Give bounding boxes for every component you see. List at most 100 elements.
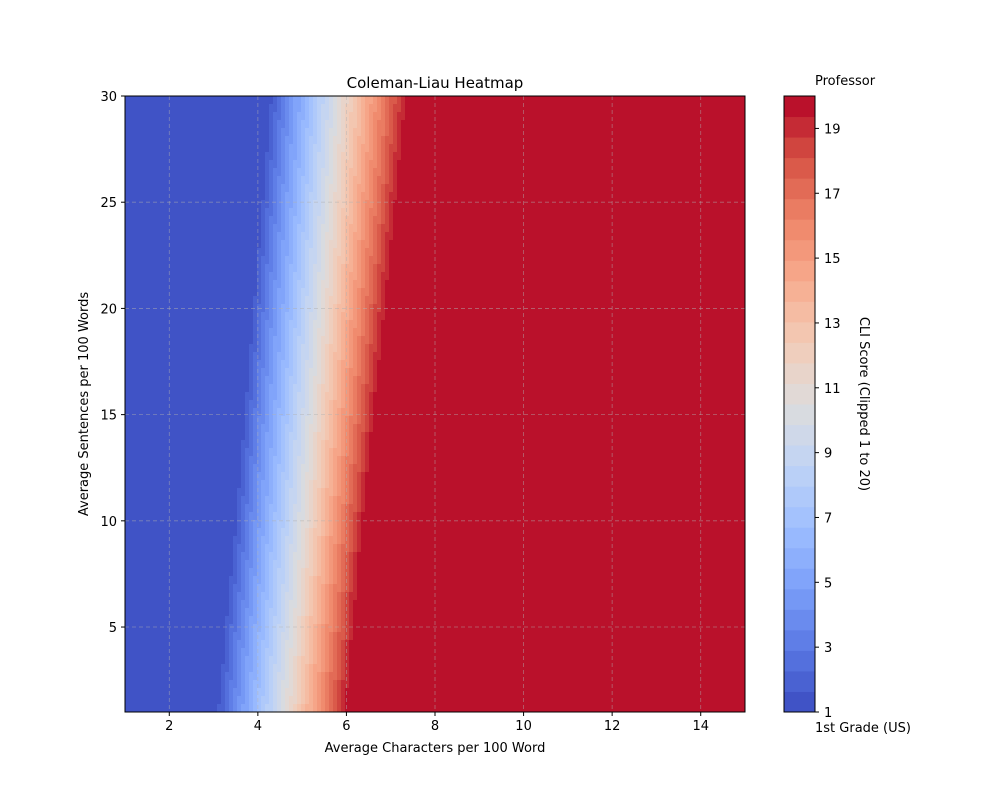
heatmap-cell <box>641 96 646 105</box>
heatmap-cell <box>653 272 658 281</box>
heatmap-cell <box>265 96 270 105</box>
heatmap-cell <box>669 96 674 105</box>
heatmap-cell <box>657 336 662 345</box>
heatmap-cell <box>173 320 178 329</box>
heatmap-cell <box>209 120 214 129</box>
heatmap-cell <box>549 344 554 353</box>
heatmap-cell <box>441 120 446 129</box>
heatmap-cell <box>501 224 506 233</box>
heatmap-cell <box>349 248 354 257</box>
heatmap-cell <box>609 128 614 137</box>
heatmap-cell <box>233 240 238 249</box>
heatmap-cell <box>473 296 478 305</box>
heatmap-cell <box>481 216 486 225</box>
heatmap-cell <box>377 264 382 273</box>
heatmap-cell <box>581 184 586 193</box>
heatmap-cell <box>189 208 194 217</box>
heatmap-cell <box>581 152 586 161</box>
heatmap-cell <box>209 112 214 121</box>
heatmap-cell <box>741 136 745 145</box>
heatmap-cell <box>665 184 670 193</box>
heatmap-cell <box>597 304 602 313</box>
heatmap-cell <box>169 248 174 257</box>
heatmap-cell <box>277 96 282 105</box>
heatmap-cell <box>557 248 562 257</box>
heatmap-cell <box>605 280 610 289</box>
heatmap-cell <box>197 208 202 217</box>
heatmap-cell <box>541 248 546 257</box>
heatmap-cell <box>177 216 182 225</box>
heatmap-cell <box>433 160 438 169</box>
heatmap-cell <box>233 296 238 305</box>
heatmap-cell <box>173 216 178 225</box>
heatmap-cell <box>669 272 674 281</box>
heatmap-cell <box>441 144 446 153</box>
heatmap-cell <box>709 192 714 201</box>
heatmap-cell <box>133 144 138 153</box>
heatmap-cell <box>389 312 394 321</box>
heatmap-cell <box>493 296 498 305</box>
heatmap-cell <box>125 192 130 201</box>
heatmap-cell <box>417 328 422 337</box>
heatmap-cell <box>517 344 522 353</box>
heatmap-cell <box>533 232 538 241</box>
heatmap-cell <box>265 280 270 289</box>
heatmap-cell <box>185 192 190 201</box>
heatmap-cell <box>161 192 166 201</box>
heatmap-cell <box>473 136 478 145</box>
heatmap-cell <box>389 192 394 201</box>
heatmap-cell <box>541 272 546 281</box>
heatmap-cell <box>277 272 282 281</box>
heatmap-cell <box>385 296 390 305</box>
heatmap-cell <box>345 120 350 129</box>
heatmap-cell <box>377 176 382 185</box>
heatmap-cell <box>289 160 294 169</box>
heatmap-cell <box>285 104 290 113</box>
heatmap-cell <box>717 328 722 337</box>
heatmap-cell <box>389 96 394 105</box>
heatmap-cell <box>593 232 598 241</box>
heatmap-cell <box>681 224 686 233</box>
heatmap-cell <box>425 328 430 337</box>
heatmap-cell <box>349 184 354 193</box>
heatmap-cell <box>257 104 262 113</box>
heatmap-cell <box>585 176 590 185</box>
heatmap-cell <box>485 232 490 241</box>
heatmap-cell <box>709 216 714 225</box>
heatmap-cell <box>641 272 646 281</box>
heatmap-cell <box>181 208 186 217</box>
heatmap-cell <box>737 320 742 329</box>
heatmap-cell <box>613 104 618 113</box>
heatmap-cell <box>633 328 638 337</box>
heatmap-cell <box>149 120 154 129</box>
heatmap-cell <box>677 160 682 169</box>
heatmap-cell <box>721 232 726 241</box>
heatmap-cell <box>129 288 134 297</box>
heatmap-cell <box>261 128 266 137</box>
heatmap-cell <box>729 336 734 345</box>
heatmap-cell <box>489 280 494 289</box>
heatmap-cell <box>517 288 522 297</box>
heatmap-cell <box>553 328 558 337</box>
heatmap-cell <box>597 344 602 353</box>
heatmap-cell <box>625 280 630 289</box>
heatmap-cell <box>621 192 626 201</box>
heatmap-cell <box>565 248 570 257</box>
heatmap-cell <box>141 192 146 201</box>
heatmap-cell <box>297 208 302 217</box>
heatmap-cell <box>677 112 682 121</box>
heatmap-cell <box>677 336 682 345</box>
heatmap-cell <box>449 328 454 337</box>
heatmap-cell <box>289 184 294 193</box>
heatmap-cell <box>433 336 438 345</box>
heatmap-cell <box>361 176 366 185</box>
heatmap-cell <box>285 168 290 177</box>
heatmap-cell <box>481 288 486 297</box>
heatmap-cell <box>301 344 306 353</box>
heatmap-cell <box>457 272 462 281</box>
heatmap-cell <box>585 328 590 337</box>
heatmap-cell <box>289 176 294 185</box>
heatmap-cell <box>201 232 206 241</box>
heatmap-cell <box>645 328 650 337</box>
heatmap-cell <box>129 224 134 233</box>
